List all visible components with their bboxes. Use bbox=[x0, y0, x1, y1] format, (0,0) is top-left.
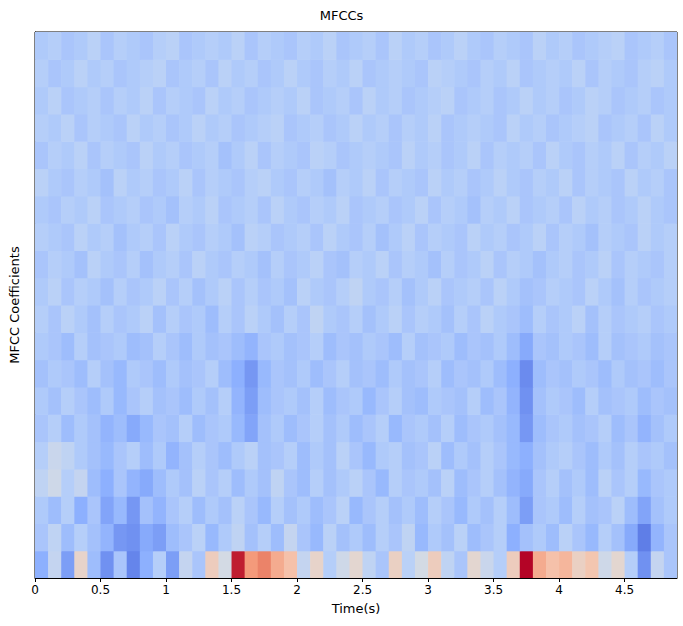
svg-text:3: 3 bbox=[424, 583, 432, 597]
svg-text:MFCC Coefficients: MFCC Coefficients bbox=[7, 246, 22, 364]
svg-text:0: 0 bbox=[31, 583, 39, 597]
svg-text:3.5: 3.5 bbox=[484, 583, 503, 597]
svg-text:2: 2 bbox=[293, 583, 301, 597]
svg-text:2.5: 2.5 bbox=[353, 583, 372, 597]
svg-text:Time(s): Time(s) bbox=[331, 601, 381, 616]
svg-text:0.5: 0.5 bbox=[91, 583, 110, 597]
svg-text:1.5: 1.5 bbox=[222, 583, 241, 597]
svg-text:4.5: 4.5 bbox=[615, 583, 634, 597]
svg-text:1: 1 bbox=[162, 583, 170, 597]
svg-text:MFCCs: MFCCs bbox=[320, 8, 364, 23]
svg-text:4: 4 bbox=[555, 583, 563, 597]
